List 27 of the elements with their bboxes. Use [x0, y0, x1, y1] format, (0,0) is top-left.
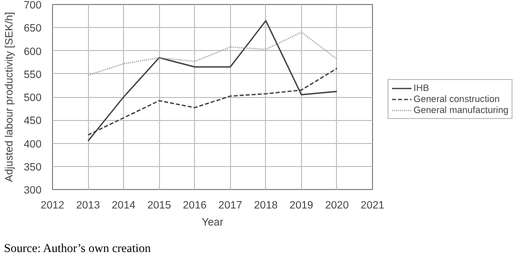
line-series [87, 20, 338, 142]
x-tick-label: 2012 [40, 200, 64, 212]
y-tick-label: 350 [24, 161, 42, 174]
y-tick-label: 700 [24, 0, 42, 12]
source-note: Source: Author’s own creation [4, 240, 151, 257]
y-tick-label: 550 [24, 68, 42, 81]
legend-label: IHB [414, 82, 430, 92]
y-tick-label: 500 [24, 92, 42, 104]
x-axis-title: Year [202, 216, 224, 228]
y-tick-label: 300 [24, 184, 42, 196]
x-tick-label: 2016 [182, 200, 207, 212]
x-tick-label: 2015 [147, 200, 172, 212]
y-axis-title: Adjusted labour productivity [SEK/h] [4, 12, 16, 182]
x-tick-label: 2018 [254, 200, 278, 212]
x-tick-label: 2020 [325, 200, 349, 212]
y-tick-label: 600 [24, 46, 42, 58]
x-tick-label: 2017 [218, 200, 242, 212]
y-tick-label: 650 [24, 22, 42, 35]
x-tick-label: 2014 [112, 200, 136, 212]
x-tick-label: 2019 [290, 200, 314, 212]
legend-label: General construction [414, 94, 500, 104]
y-tick-label: 400 [24, 138, 42, 150]
line-series [87, 32, 338, 76]
legend-label: General manufacturing [414, 104, 508, 114]
y-tick-label: 450 [24, 115, 42, 128]
x-tick-label: 2013 [76, 200, 100, 212]
x-tick-label: 2021 [360, 200, 384, 212]
